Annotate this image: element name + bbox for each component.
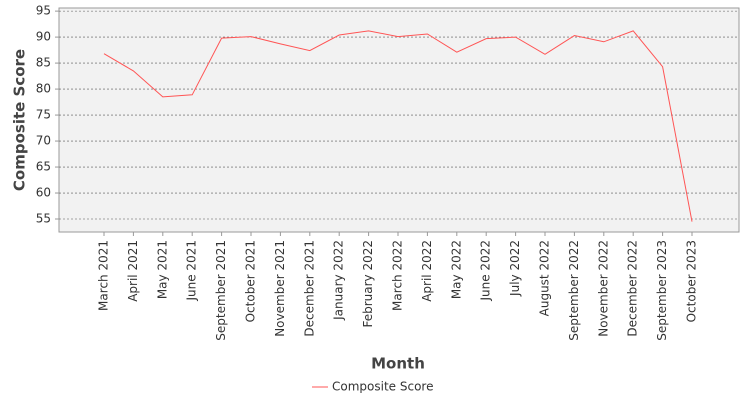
x-tick-label: December 2022 [626, 240, 640, 337]
x-tick-label: January 2022 [332, 240, 346, 321]
y-tick-label: 55 [36, 212, 51, 226]
x-tick-label: June 2022 [479, 240, 493, 302]
y-tick-label: 80 [36, 82, 51, 96]
y-tick-label: 70 [36, 134, 51, 148]
x-tick-label: March 2022 [391, 240, 405, 311]
y-tick-label: 75 [36, 108, 51, 122]
series-line [103, 30, 693, 222]
x-tick-label: July 2022 [508, 240, 522, 297]
x-axis-title: Month [371, 355, 425, 373]
y-tick-label: 95 [36, 4, 51, 18]
x-tick-label: May 2022 [449, 240, 463, 299]
x-tick-label: August 2022 [538, 240, 552, 316]
x-tick-label: December 2021 [302, 240, 316, 337]
x-tick-label: April 2021 [126, 240, 140, 302]
y-tick-label: 60 [36, 186, 51, 200]
x-tick-label: September 2023 [655, 240, 669, 341]
x-tick-label: November 2021 [273, 240, 287, 337]
x-tick-label: September 2022 [567, 240, 581, 341]
plot-area [58, 7, 740, 233]
y-tick-label: 65 [36, 160, 51, 174]
legend-label: Composite Score [332, 380, 433, 394]
x-tick-label: October 2021 [244, 240, 258, 322]
y-tick-label: 85 [36, 56, 51, 70]
x-tick-label: March 2021 [97, 240, 111, 311]
y-axis-title: Composite Score [11, 49, 29, 191]
x-tick-label: May 2021 [155, 240, 169, 299]
x-tick-label: November 2022 [596, 240, 610, 337]
x-tick-label: June 2021 [185, 240, 199, 302]
x-tick-label: October 2023 [685, 240, 699, 322]
x-tick-label: April 2022 [420, 240, 434, 302]
y-tick-label: 90 [36, 30, 51, 44]
x-tick-label: September 2021 [214, 240, 228, 341]
x-tick-label: February 2022 [361, 240, 375, 328]
